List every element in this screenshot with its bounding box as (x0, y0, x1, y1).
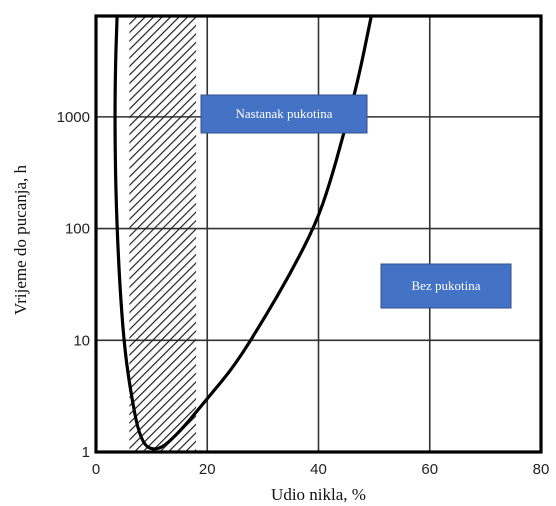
y-tick-labels: 1 10 100 1000 (57, 109, 90, 461)
y-tick-label-1000: 1000 (57, 109, 90, 126)
annotation-crack-label: Nastanak pukotina (235, 106, 332, 121)
x-tick-label-20: 20 (199, 461, 216, 478)
series-line (113, 14, 373, 451)
y-axis-label: Vrijeme do pucanja, h (11, 164, 30, 315)
y-tick-label-10: 10 (73, 332, 90, 349)
annotation-no-crack-box: Bez pukotina (380, 263, 512, 309)
y-tick-label-1: 1 (82, 444, 90, 461)
annotation-crack-box-bg (200, 94, 368, 134)
x-tick-label-80: 80 (533, 461, 550, 478)
annotation-crack-box: Nastanak pukotina (200, 94, 368, 134)
x-tick-labels: 0 20 40 60 80 (92, 461, 550, 478)
hatched-region (129, 16, 197, 452)
plot-frame (94, 14, 543, 454)
annotation-no-crack-box-bg (380, 263, 512, 309)
x-axis-label: Udio nikla, % (271, 485, 366, 504)
x-tick-label-0: 0 (92, 461, 100, 478)
annotation-no-crack-label: Bez pukotina (412, 278, 481, 293)
axes-box (94, 14, 543, 454)
x-tick-label-40: 40 (310, 461, 327, 478)
x-tick-label-60: 60 (421, 461, 438, 478)
y-tick-label-100: 100 (65, 221, 90, 238)
